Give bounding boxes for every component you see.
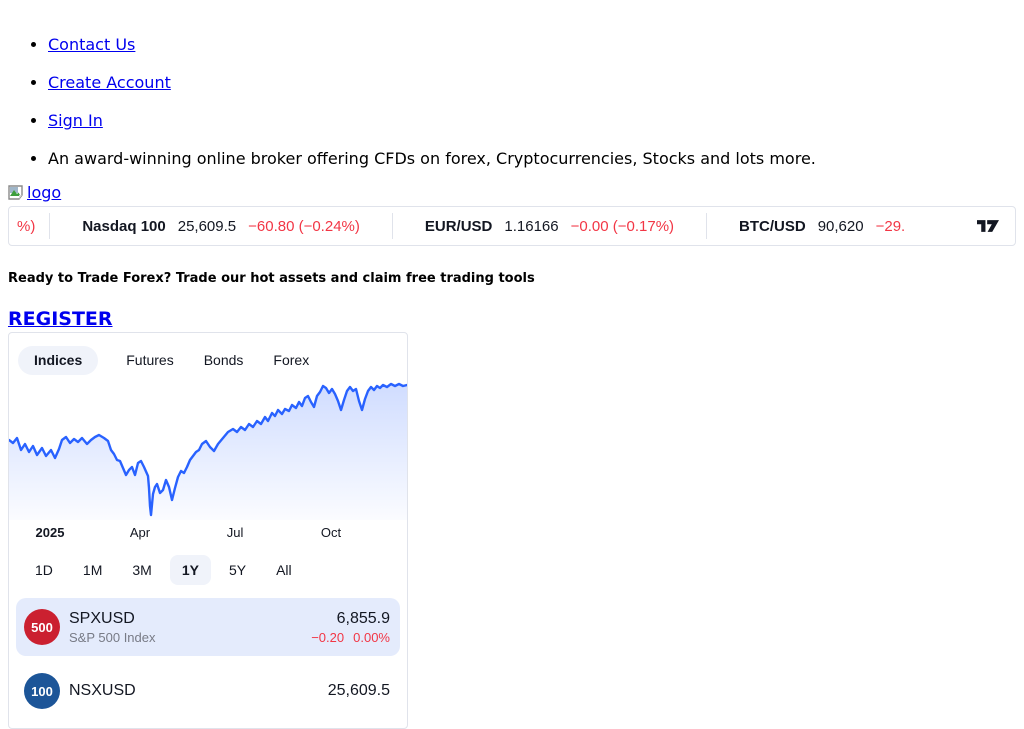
tab-forex[interactable]: Forex xyxy=(271,346,311,375)
symbol-info: NSXUSD xyxy=(69,681,319,702)
symbol-price: 6,855.9 xyxy=(336,609,390,627)
nav-item-contact-us: Contact Us xyxy=(48,36,1016,54)
tagline-text: An award-winning online broker offering … xyxy=(48,150,1016,168)
range-1m[interactable]: 1M xyxy=(71,555,114,585)
register-heading: REGISTER xyxy=(8,308,1016,330)
tradingview-logo-link[interactable] xyxy=(965,208,1011,244)
ticker-tape-widget: %) Nasdaq 100 25,609.5 −60.80 (−0.24%) E… xyxy=(8,206,1016,246)
tab-bonds[interactable]: Bonds xyxy=(202,346,246,375)
symbol-price: 25,609.5 xyxy=(327,681,390,699)
chart-x-axis: 2025 Apr Jul Oct xyxy=(9,523,407,543)
logo-alt-text: logo xyxy=(27,182,62,202)
symbol-info: SPXUSD S&P 500 Index xyxy=(69,609,302,646)
promo-heading: Ready to Trade Forex? Trade our hot asse… xyxy=(8,271,535,286)
create-account-link[interactable]: Create Account xyxy=(48,73,171,92)
chart-area-fill xyxy=(9,384,407,520)
logo-line: logo xyxy=(8,183,1016,202)
symbol-list: 500 SPXUSD S&P 500 Index 6,855.9 −0.20 0… xyxy=(9,585,407,720)
change-pct: 0.00% xyxy=(353,629,390,645)
ticker-symbol: EUR/USD xyxy=(424,217,493,235)
top-nav: Contact Us Create Account Sign In An awa… xyxy=(8,36,1016,168)
symbol-row-spxusd[interactable]: 500 SPXUSD S&P 500 Index 6,855.9 −0.20 0… xyxy=(16,598,400,656)
register-link[interactable]: REGISTER xyxy=(8,308,113,330)
range-1y[interactable]: 1Y xyxy=(169,555,211,585)
ticker-symbol: BTC/USD xyxy=(739,217,806,235)
ticker-divider xyxy=(49,213,51,239)
ticker-symbol: Nasdaq 100 xyxy=(82,217,166,235)
price-chart-svg xyxy=(9,382,407,520)
page: Contact Us Create Account Sign In An awa… xyxy=(0,36,1024,729)
ticker-item-nasdaq100[interactable]: Nasdaq 100 25,609.5 −60.80 (−0.24%) xyxy=(64,218,378,235)
ticker-price: 25,609.5 xyxy=(177,217,237,235)
range-all[interactable]: All xyxy=(264,555,304,585)
market-tabs: Indices Futures Bonds Forex xyxy=(9,333,407,375)
tab-indices[interactable]: Indices xyxy=(18,346,99,375)
ticker-item-eurusd[interactable]: EUR/USD 1.16166 −0.00 (−0.17%) xyxy=(407,218,692,235)
nsx-badge-icon: 100 xyxy=(24,673,60,709)
tradingview-logo-icon xyxy=(977,220,999,232)
ticker-item-btcusd[interactable]: BTC/USD 90,620 −29. xyxy=(721,218,923,235)
ticker-price: 1.16166 xyxy=(504,217,559,235)
change-abs: −0.20 xyxy=(311,629,345,645)
ticker-divider xyxy=(706,213,708,239)
ticker-price: 90,620 xyxy=(817,217,864,235)
axis-label-apr: Apr xyxy=(129,525,151,540)
spx-badge-icon: 500 xyxy=(24,609,60,645)
symbol-row-nsxusd[interactable]: 100 NSXUSD 25,609.5 xyxy=(16,662,400,720)
ticker-change: −60.80 (−0.24%) xyxy=(248,217,360,235)
market-overview-widget: Indices Futures Bonds Forex 2025 Apr Jul xyxy=(8,332,408,729)
contact-us-link[interactable]: Contact Us xyxy=(48,35,136,54)
range-1d[interactable]: 1D xyxy=(23,555,65,585)
symbol-quote: 25,609.5 xyxy=(328,681,390,702)
range-5y[interactable]: 5Y xyxy=(217,555,258,585)
broken-image-icon xyxy=(8,184,26,200)
nav-item-create-account: Create Account xyxy=(48,74,1016,92)
axis-label-jul: Jul xyxy=(226,525,244,540)
ticker-partial-item: %) xyxy=(17,217,36,235)
price-chart[interactable] xyxy=(9,380,407,520)
chart-line xyxy=(9,382,407,517)
axis-label-2025: 2025 xyxy=(35,525,65,540)
ticker-change: −0.00 (−0.17%) xyxy=(570,217,675,235)
ticker-divider xyxy=(391,213,393,239)
tab-futures[interactable]: Futures xyxy=(124,346,175,375)
range-3m[interactable]: 3M xyxy=(120,555,163,585)
nav-item-sign-in: Sign In xyxy=(48,112,1016,130)
symbol-change: −0.20 0.00% xyxy=(311,630,390,646)
symbol-name: S&P 500 Index xyxy=(69,629,156,645)
ticker-change: −29. xyxy=(875,217,906,235)
symbol-code: SPXUSD xyxy=(69,609,135,627)
symbol-code: NSXUSD xyxy=(69,681,136,699)
axis-label-oct: Oct xyxy=(320,525,342,540)
range-buttons: 1D 1M 3M 1Y 5Y All xyxy=(9,543,407,585)
logo-broken-image-link[interactable]: logo xyxy=(8,183,61,202)
sign-in-link[interactable]: Sign In xyxy=(48,111,103,130)
symbol-quote: 6,855.9 −0.20 0.00% xyxy=(311,609,390,646)
